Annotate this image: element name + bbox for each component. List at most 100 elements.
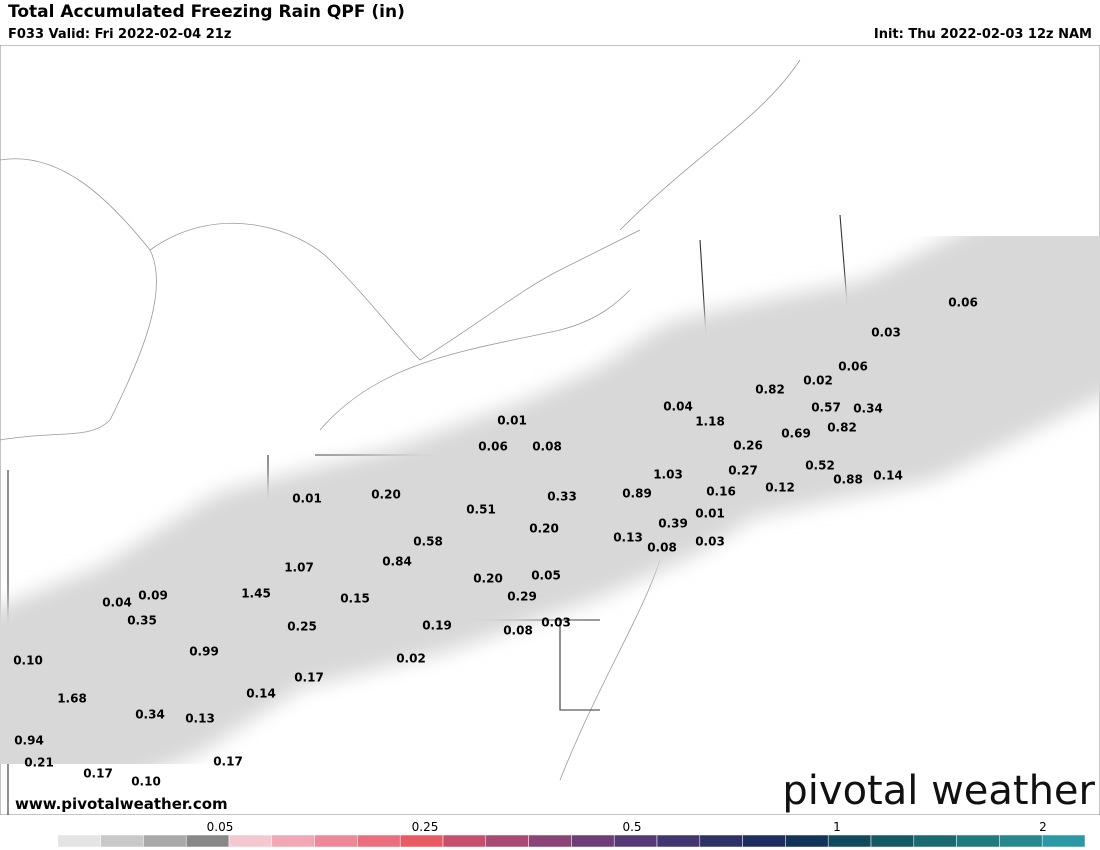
- colorbar-swatch: [357, 834, 401, 848]
- qpf-label: 1.03: [653, 468, 683, 482]
- qpf-label: 0.04: [102, 596, 132, 610]
- qpf-label: 0.20: [371, 488, 401, 502]
- qpf-label: 0.99: [189, 645, 219, 659]
- qpf-label: 0.04: [663, 400, 693, 414]
- qpf-label: 0.51: [466, 503, 496, 517]
- init-time: Init: Thu 2022-02-03 12z NAM: [874, 27, 1092, 42]
- valid-time: F033 Valid: Fri 2022-02-04 21z: [8, 27, 231, 42]
- qpf-label: 0.17: [83, 767, 113, 781]
- qpf-label: 0.20: [529, 522, 559, 536]
- qpf-label: 0.16: [706, 485, 736, 499]
- qpf-label: 0.10: [131, 775, 161, 789]
- qpf-label: 1.18: [695, 415, 725, 429]
- qpf-label: 0.06: [838, 360, 868, 374]
- colorbar-tick-label: 0.05: [207, 820, 234, 834]
- qpf-label: 0.10: [13, 654, 43, 668]
- qpf-labels: 0.010.06 0.080.041.180.820.020.060.57 0.34…: [13, 296, 978, 789]
- colorbar-swatch: [185, 834, 230, 848]
- qpf-label: 0.03: [541, 616, 571, 630]
- colorbar-swatch: [399, 834, 444, 848]
- qpf-label: 0.82: [827, 421, 857, 435]
- colorbar-swatch: [785, 834, 829, 848]
- colorbar-swatch: [228, 834, 273, 848]
- qpf-label: 0.34: [135, 708, 165, 722]
- qpf-label: 0.34: [853, 402, 883, 416]
- colorbar-swatch: [14, 834, 59, 848]
- colorbar-swatch: [613, 834, 658, 848]
- qpf-label: 0.19: [422, 619, 452, 633]
- colorbar-swatch: [571, 834, 615, 848]
- colorbar-tick-label: 0.25: [412, 820, 439, 834]
- qpf-label: 0.17: [213, 755, 243, 769]
- map: 0.010.06 0.080.041.180.820.020.060.57 0.34…: [0, 45, 1100, 815]
- qpf-label: 0.89: [622, 487, 652, 501]
- qpf-label: 0.84: [382, 555, 412, 569]
- qpf-label: 0.08: [532, 440, 562, 454]
- qpf-label: 0.27: [728, 464, 758, 478]
- qpf-label: 1.68: [57, 692, 87, 706]
- qpf-label: 0.69: [781, 427, 811, 441]
- qpf-label: 0.02: [396, 652, 426, 666]
- qpf-label: 0.21: [24, 756, 54, 770]
- colorbar: 0.05 0.25 0.5 1 2: [14, 820, 1086, 848]
- qpf-label: 0.08: [647, 541, 677, 555]
- colorbar-swatch: [999, 834, 1043, 848]
- colorbar-swatch: [1041, 834, 1086, 848]
- colorbar-swatch: [656, 834, 701, 848]
- qpf-label: 0.13: [185, 712, 215, 726]
- qpf-label: 0.12: [765, 481, 795, 495]
- qpf-label: 0.17: [294, 671, 324, 685]
- colorbar-swatch: [314, 834, 358, 848]
- qpf-label: 0.03: [695, 535, 725, 549]
- qpf-label: 0.52: [805, 459, 835, 473]
- colorbar-swatch: [913, 834, 957, 848]
- qpf-label: 0.20: [473, 572, 503, 586]
- colorbar-swatch: [699, 834, 743, 848]
- qpf-label: 0.57: [811, 401, 841, 415]
- qpf-label: 0.06: [478, 440, 508, 454]
- qpf-label: 0.25: [287, 620, 317, 634]
- qpf-label: 0.29: [507, 590, 537, 604]
- site-url: www.pivotalweather.com: [15, 795, 228, 813]
- colorbar-swatch: [956, 834, 1000, 848]
- colorbar-swatch: [100, 834, 144, 848]
- colorbar-swatch: [57, 834, 101, 848]
- qpf-label: 0.14: [873, 469, 903, 483]
- qpf-label: 0.82: [755, 383, 785, 397]
- qpf-label: 0.39: [658, 517, 688, 531]
- watermark: pivotal weather: [782, 768, 1095, 814]
- colorbar-swatch: [485, 834, 529, 848]
- qpf-label: 0.01: [292, 492, 322, 506]
- qpf-label: 0.03: [871, 326, 901, 340]
- qpf-label: 0.33: [547, 490, 577, 504]
- qpf-shading: [0, 175, 1100, 815]
- colorbar-swatch: [442, 834, 487, 848]
- colorbar-swatch: [742, 834, 786, 848]
- qpf-label: 1.07: [284, 561, 314, 575]
- qpf-label: 0.09: [138, 589, 168, 603]
- qpf-label: 0.01: [497, 414, 527, 428]
- colorbar-swatch: [827, 834, 872, 848]
- colorbar-tick-label: 1: [833, 820, 841, 834]
- colorbar-swatch: [870, 834, 915, 848]
- colorbar-swatch: [528, 834, 572, 848]
- qpf-label: 0.02: [803, 374, 833, 388]
- title: Total Accumulated Freezing Rain QPF (in): [8, 2, 405, 22]
- qpf-label: 0.05: [531, 569, 561, 583]
- qpf-label: 0.06: [948, 296, 978, 310]
- qpf-label: 0.01: [695, 507, 725, 521]
- qpf-label: 0.94: [14, 734, 44, 748]
- qpf-label: 0.35: [127, 614, 157, 628]
- qpf-label: 0.13: [613, 531, 643, 545]
- colorbar-tick-label: 2: [1039, 820, 1047, 834]
- colorbar-tick-label: 0.5: [622, 820, 641, 834]
- qpf-label: 0.14: [246, 687, 276, 701]
- colorbar-swatch: [271, 834, 315, 848]
- qpf-label: 0.15: [340, 592, 370, 606]
- qpf-label: 0.58: [413, 535, 443, 549]
- colorbar-swatch: [143, 834, 187, 848]
- qpf-label: 0.26: [733, 439, 763, 453]
- qpf-label: 0.88: [833, 473, 863, 487]
